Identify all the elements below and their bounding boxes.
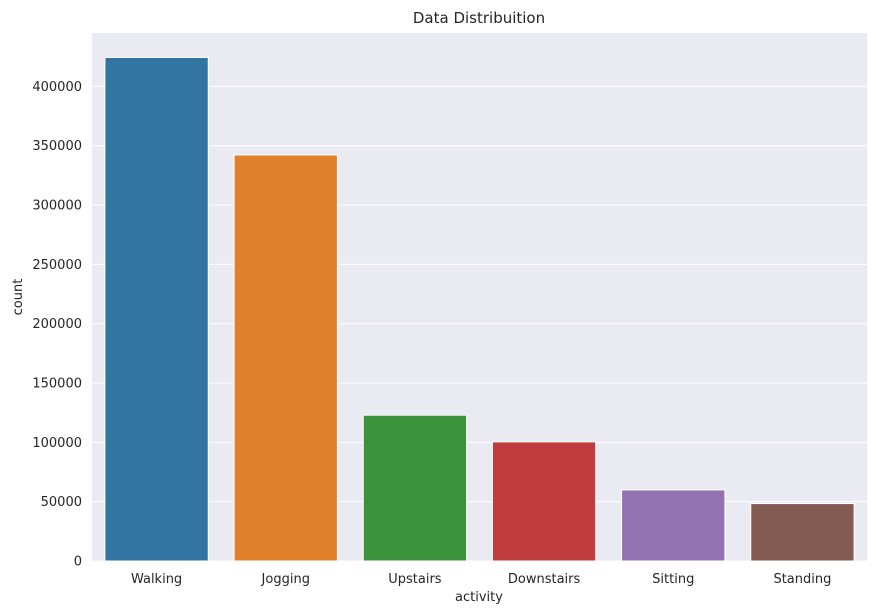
bar-upstairs <box>362 414 468 562</box>
x-tick-label: Downstairs <box>508 572 581 587</box>
y-tick-label: 400000 <box>32 80 82 95</box>
y-tick-label: 0 <box>74 555 82 570</box>
x-tick-label: Sitting <box>652 572 694 587</box>
bar-walking <box>104 56 209 562</box>
bar-jogging <box>233 154 338 562</box>
y-axis-label: count <box>11 279 26 316</box>
bar-sitting <box>621 489 726 562</box>
x-tick-label: Jogging <box>261 572 310 587</box>
y-tick-label: 200000 <box>32 317 82 332</box>
x-tick-labels: Walking Jogging Upstairs Downstairs Sitting S… <box>131 572 831 587</box>
gridlines <box>92 85 867 562</box>
y-tick-label: 350000 <box>32 139 82 154</box>
y-tick-label: 100000 <box>32 436 82 451</box>
x-tick-label: Standing <box>773 572 831 587</box>
y-tick-label: 300000 <box>32 199 82 214</box>
chart-title: Data Distribuition <box>413 9 545 27</box>
y-tick-label: 50000 <box>41 495 82 510</box>
plot-area <box>92 33 867 561</box>
y-tick-label: 250000 <box>32 258 82 273</box>
y-tick-labels: 0 50000 100000 150000 200000 250000 300000 3500… <box>32 80 82 570</box>
bar-downstairs <box>491 441 597 562</box>
x-tick-label: Walking <box>131 572 182 587</box>
bar-standing <box>750 503 855 562</box>
x-tick-label: Upstairs <box>388 572 442 587</box>
x-axis-label: activity <box>455 590 503 605</box>
bars <box>104 56 855 562</box>
y-tick-label: 150000 <box>32 377 82 392</box>
